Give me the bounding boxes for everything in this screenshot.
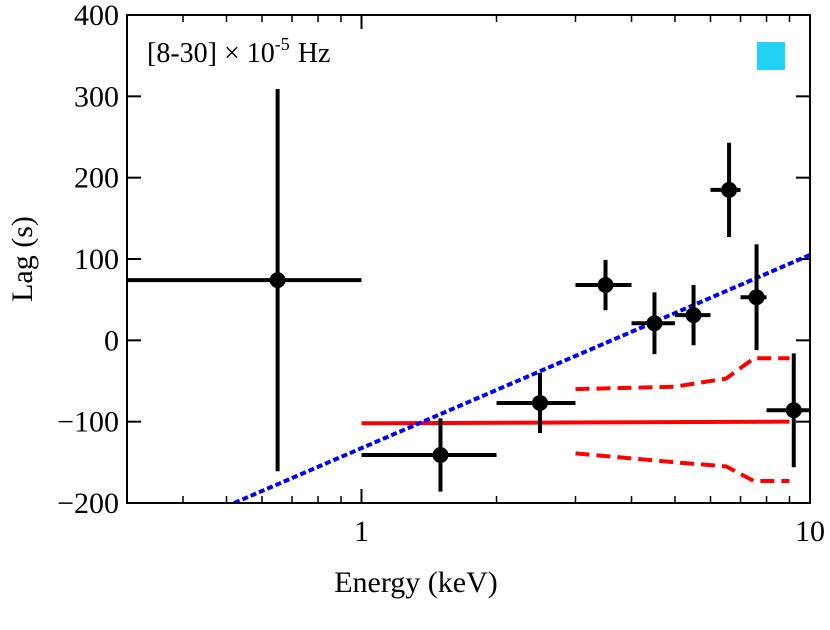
y-tick-label: −100: [57, 406, 119, 439]
annotation: [8-30] × 10-5 Hz: [147, 34, 330, 69]
data-point: [785, 402, 802, 419]
y-tick-label: 0: [104, 324, 119, 357]
data-point: [748, 289, 765, 306]
model-line: [233, 253, 810, 503]
data-point: [721, 181, 738, 198]
data-point: [646, 315, 663, 332]
model-line: [575, 451, 790, 484]
x-axis-label: Energy (keV): [334, 566, 498, 599]
annotation-exponent: -5: [275, 34, 290, 54]
data-point: [432, 447, 449, 464]
y-tick-label: 100: [74, 243, 119, 276]
data-point: [269, 272, 286, 289]
model-line: [361, 419, 790, 426]
data-point: [531, 394, 548, 411]
data-point: [597, 277, 614, 294]
annotation-unit: Hz: [298, 38, 331, 69]
x-tick-label: 1: [354, 515, 369, 548]
annotation-base: [8-30] × 10: [147, 38, 275, 69]
y-tick-label: −200: [57, 487, 119, 520]
model-line: [575, 356, 790, 392]
y-tick-label: 200: [74, 162, 119, 195]
y-tick-label: 400: [74, 0, 119, 32]
x-tick-label: 10: [795, 515, 825, 548]
data-point: [685, 307, 702, 324]
plot-frame: [126, 14, 811, 504]
legend-marker: [757, 42, 785, 70]
y-axis-label: Lag (s): [6, 216, 39, 302]
y-tick-label: 300: [74, 80, 119, 113]
